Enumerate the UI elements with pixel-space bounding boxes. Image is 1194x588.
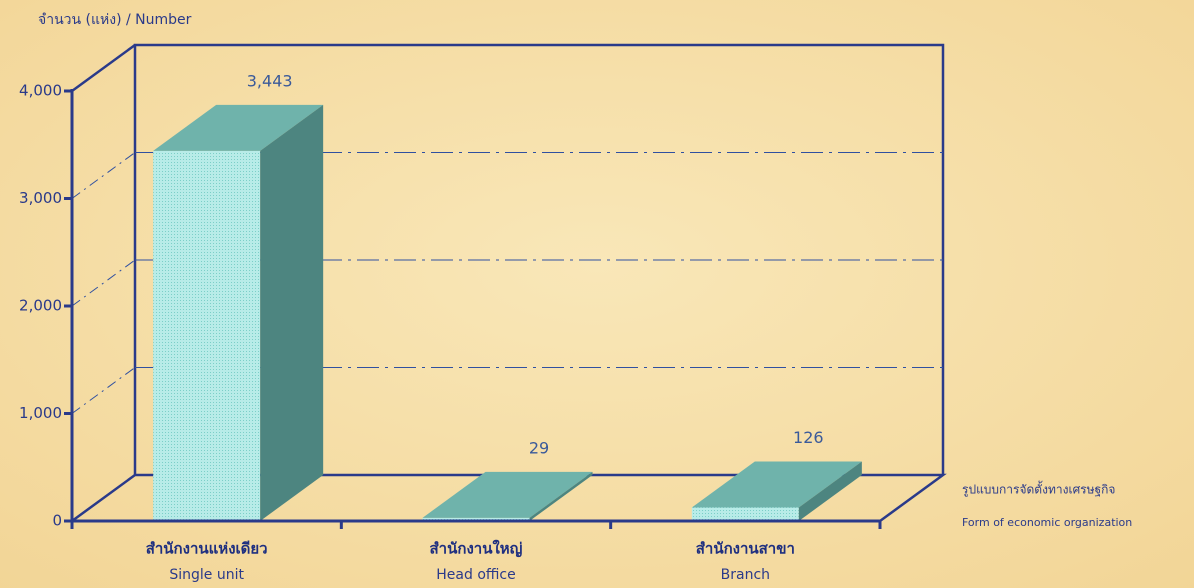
bar-top [422, 471, 593, 518]
bar-side [260, 104, 324, 521]
bar-side [529, 471, 593, 521]
y-axis-label: จำนวน (แห่ง) / Number [38, 12, 192, 28]
y-tick-label: 2,000 [19, 297, 62, 315]
bar-front [153, 150, 261, 521]
bar-side [798, 461, 862, 521]
y-tick-label: 3,000 [19, 189, 62, 207]
x-axis-label: รูปแบบการจัดตั้งทางเศรษฐกิจ [962, 481, 1115, 498]
value-label: 29 [529, 438, 549, 457]
x-tick-label: สำนักงานใหญ่ [430, 540, 523, 558]
bar-front [422, 517, 530, 521]
y-tick-label: 4,000 [19, 82, 62, 100]
x-tick-label: Branch [721, 567, 770, 583]
x-tick-label: Head office [436, 567, 515, 583]
x-tick-label: สำนักงานแห่งเดียว [146, 540, 268, 558]
value-label: 126 [793, 428, 824, 447]
value-label: 3,443 [247, 71, 293, 90]
bar-top [691, 461, 862, 508]
y-tick-label: 0 [52, 512, 62, 530]
x-tick-label: สำนักงานสาขา [696, 540, 795, 558]
x-tick-label: Single unit [169, 567, 244, 583]
bar-top [153, 104, 324, 151]
bar-front [691, 507, 799, 521]
y-tick-label: 1,000 [19, 404, 62, 422]
x-axis-label: Form of economic organization [962, 516, 1132, 529]
